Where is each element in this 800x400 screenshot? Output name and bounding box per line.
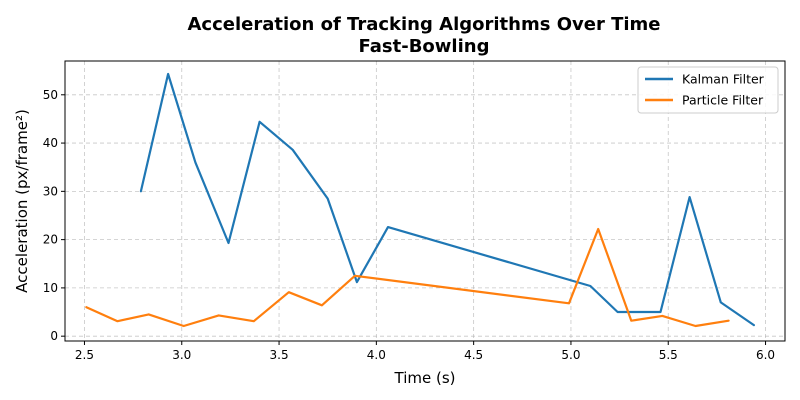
- grid: [65, 61, 785, 341]
- y-tick-label: 10: [43, 281, 58, 295]
- x-axis-ticks: 2.5 3.0 3.5 4.0 4.5 5.0 5.5 6.0: [75, 341, 775, 362]
- y-tick-label: 30: [43, 184, 58, 198]
- x-tick-label: 3.5: [270, 348, 289, 362]
- y-tick-label: 40: [43, 136, 58, 150]
- x-tick-label: 6.0: [756, 348, 775, 362]
- y-axis-label: Acceleration (px/frame²): [13, 109, 31, 293]
- x-tick-label: 4.0: [367, 348, 386, 362]
- legend: Kalman Filter Particle Filter: [637, 66, 779, 114]
- plot-frame: [64, 60, 786, 342]
- x-axis-label: Time (s): [394, 369, 456, 387]
- legend-label-particle: Particle Filter: [682, 93, 764, 108]
- x-tick-label: 5.5: [659, 348, 678, 362]
- x-tick-label: 3.0: [172, 348, 191, 362]
- x-tick-label: 2.5: [75, 348, 94, 362]
- y-tick-label: 20: [43, 233, 58, 247]
- y-tick-label: 50: [43, 88, 58, 102]
- x-tick-label: 5.0: [561, 348, 580, 362]
- y-axis-ticks: 0 10 20 30 40 50: [43, 88, 65, 343]
- y-tick-label: 0: [50, 329, 58, 343]
- series-line-kalman: [139, 72, 756, 327]
- x-tick-label: 4.5: [464, 348, 483, 362]
- legend-label-kalman: Kalman Filter: [682, 72, 765, 87]
- series-line-particle: [85, 227, 730, 328]
- chart-title: Acceleration of Tracking Algorithms Over…: [187, 14, 660, 35]
- chart-subtitle: Fast-Bowling: [359, 36, 490, 57]
- series-lines: [85, 72, 756, 328]
